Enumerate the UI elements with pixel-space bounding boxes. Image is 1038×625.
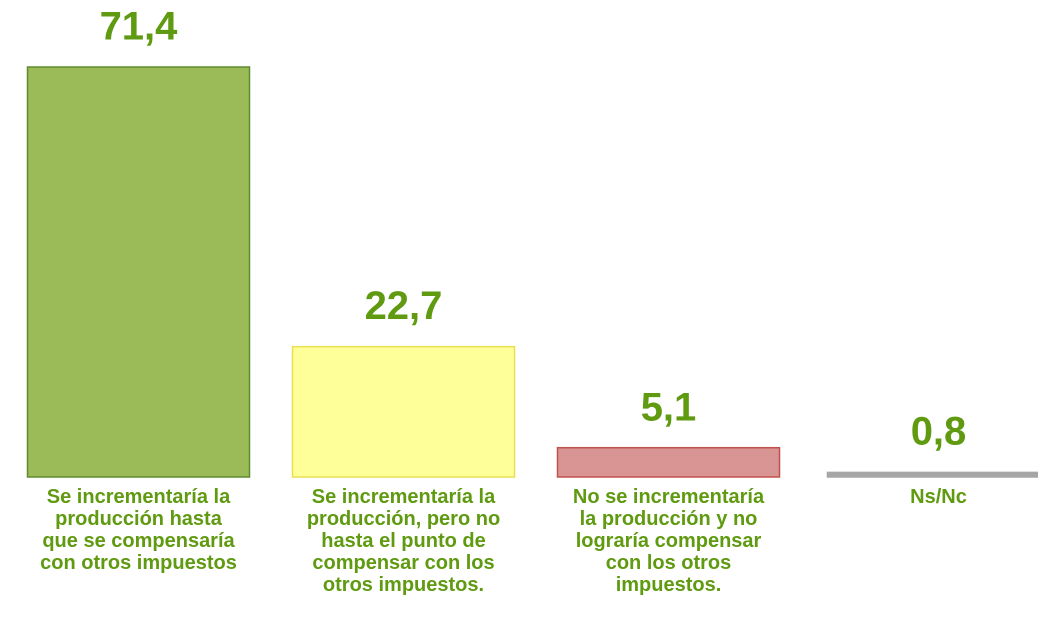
bar <box>26 66 251 478</box>
value-label: 5,1 <box>641 385 697 429</box>
bar <box>556 446 781 478</box>
value-label: 71,4 <box>100 5 179 49</box>
value-label: 22,7 <box>365 284 443 328</box>
category-label: Se incrementaría la producción hasta que… <box>40 486 237 574</box>
category-label: Se incrementaría la producción, pero no … <box>306 486 501 596</box>
category-label: Ns/Nc <box>910 486 967 508</box>
bar <box>291 345 516 478</box>
category-label: No se incrementaría la producción y no l… <box>572 486 765 596</box>
bar <box>826 471 1038 478</box>
value-label: 0,8 <box>911 410 967 454</box>
